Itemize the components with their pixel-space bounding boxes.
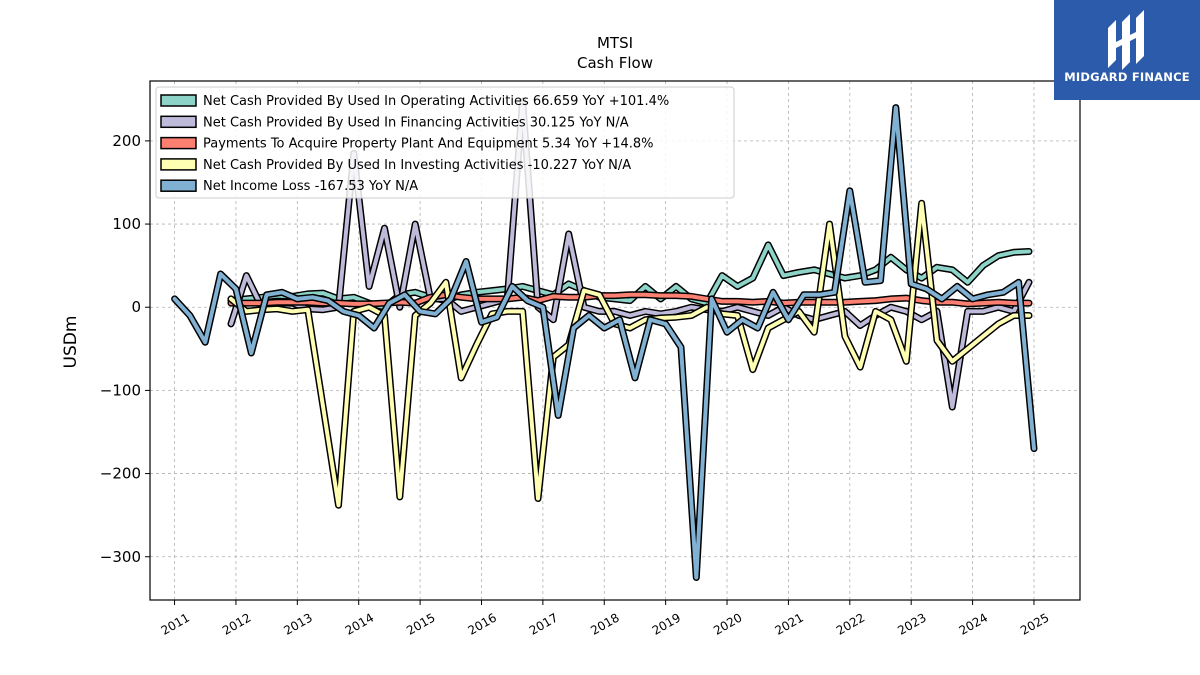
y-tick-label-1: 100 [112,215,141,233]
y-axis-ticks: 200 100 0 −100 −200 −300 [100,132,150,566]
chart-subtitle: Cash Flow [577,54,653,72]
y-axis-label: USDm [61,316,81,369]
legend-label-4: Net Income Loss -167.53 YoY N/A [203,179,418,194]
midgard-finance-logo: MIDGARD FINANCE [1054,0,1200,100]
legend-label-2: Payments To Acquire Property Plant And E… [203,137,654,152]
series-area [171,97,1038,581]
plot-frame [149,80,1081,601]
legend: Net Cash Provided By Used In Operating A… [155,86,735,199]
legend-label-1: Net Cash Provided By Used In Financing A… [203,115,629,130]
legend-swatch-0 [160,94,197,107]
legend-label-0: Net Cash Provided By Used In Operating A… [203,94,669,109]
y-tick-label-2: 0 [131,298,141,316]
legend-label-3: Net Cash Provided By Used In Investing A… [203,158,631,173]
series-line-3 [229,201,1031,508]
legend-swatch-2 [160,136,197,150]
series-line-4 [172,105,1036,580]
legend-swatch-1 [160,115,197,129]
y-tick-label-5: −300 [100,548,141,566]
legend-box [155,86,735,199]
brand-name: MIDGARD FINANCE [1064,70,1190,84]
legend-swatch-4 [160,179,197,192]
series-line-2 [229,292,1031,306]
y-tick-label-4: −200 [100,465,141,483]
series-line-1 [229,99,1031,409]
midgard-logo-icon [1108,10,1144,70]
y-tick-label-0: 200 [112,132,141,150]
y-tick-label-3: −100 [100,381,141,399]
chart-title: MTSI [597,34,633,52]
legend-swatch-3 [160,158,197,171]
